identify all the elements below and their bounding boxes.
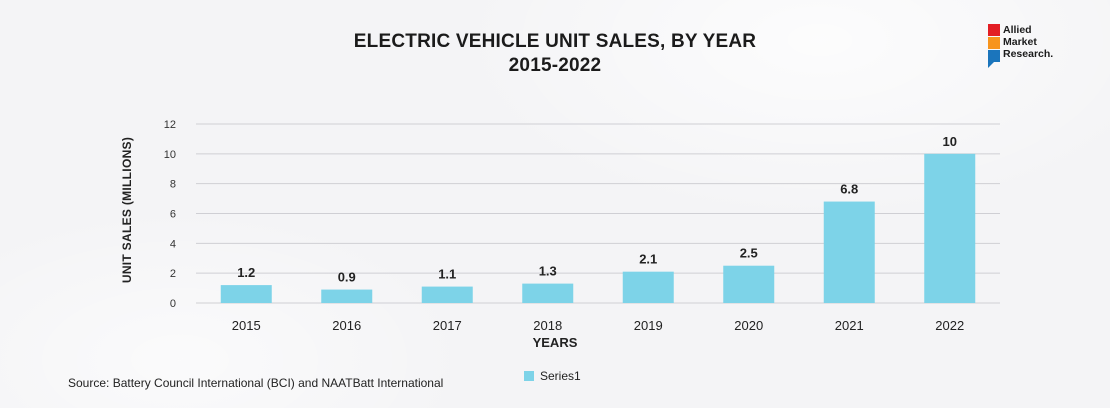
x-axis-label: YEARS [532,335,578,350]
y-axis-label: UNIT SALES (MILLIONS) [120,136,134,284]
bar [924,153,976,303]
y-tick-label: 2 [170,268,176,280]
x-tick-label: 2018 [533,318,562,333]
chart-title-line2: 2015-2022 [508,55,602,76]
legend-label: Series1 [540,369,581,383]
y-tick-label: 8 [170,179,176,191]
x-tick-label: 2015 [232,318,261,333]
x-tick-label: 2019 [634,318,663,333]
x-tick-label: 2017 [433,318,462,333]
legend: Series1 [524,369,581,383]
data-label: 0.9 [338,270,356,285]
bar [723,265,775,303]
source-note: Source: Battery Council International (B… [68,376,444,390]
y-tick-label: 10 [164,149,176,161]
bar [421,286,473,303]
logo-mark-icon [988,24,1000,68]
bar [522,283,574,303]
bar [823,201,875,303]
chart-title: ELECTRIC VEHICLE UNIT SALES, BY YEAR 201… [0,30,1110,78]
x-tick-label: 2020 [734,318,763,333]
y-tick-label: 12 [164,119,176,131]
x-tick-label: 2021 [835,318,864,333]
y-tick-label: 4 [170,238,176,250]
chart-title-line1: ELECTRIC VEHICLE UNIT SALES, BY YEAR [353,31,757,52]
y-tick-label: 6 [170,209,176,221]
brand-logo: Allied Market Research. [986,22,1086,68]
y-tick-label: 0 [170,298,176,310]
x-tick-label: 2016 [332,318,361,333]
data-label: 1.1 [438,267,456,282]
data-label: 1.3 [539,264,557,279]
logo-text: Allied Market Research. [1003,24,1054,60]
bar [321,289,373,303]
data-label: 6.8 [840,182,858,197]
data-label: 2.5 [740,246,758,261]
data-label: 2.1 [639,252,657,267]
data-label: 10 [943,134,957,149]
data-label: 1.2 [237,265,255,280]
bar [220,285,272,303]
legend-swatch [524,371,534,381]
bar [622,271,674,303]
x-tick-label: 2022 [935,318,964,333]
